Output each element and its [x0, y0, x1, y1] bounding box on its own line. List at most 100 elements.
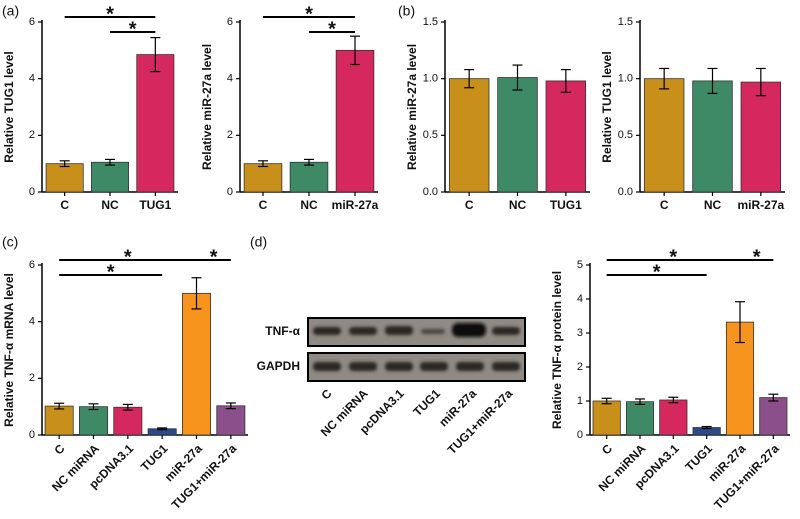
y-tick-label: 1.0	[423, 73, 438, 85]
x-tick-label: NC	[509, 198, 527, 212]
blot-lane-label: TUG1+miR-27a	[445, 386, 516, 457]
y-tick-label: 1.5	[423, 16, 438, 28]
error-bar	[304, 158, 314, 166]
x-tick-label: C	[465, 198, 474, 212]
bar	[44, 405, 74, 436]
error-bar	[191, 277, 202, 310]
error-bar	[157, 427, 168, 431]
bar	[113, 406, 143, 436]
bar	[448, 78, 490, 193]
x-tick-label: NC	[300, 198, 318, 212]
y-tick-label: 2	[29, 129, 35, 141]
error-bar	[560, 68, 571, 93]
bar	[625, 401, 655, 436]
panel-label: (b)	[398, 3, 415, 19]
y-tick-label: 4	[577, 293, 583, 305]
significance-star: *	[129, 18, 137, 40]
y-tick-label: 0	[227, 186, 233, 198]
y-axis-label: Relative TUG1 level	[2, 51, 16, 162]
significance-star: *	[653, 261, 661, 283]
x-tick-label: TUG1	[139, 198, 171, 212]
error-bar	[88, 403, 99, 411]
bar	[216, 405, 246, 436]
bar	[692, 80, 733, 193]
y-tick-label: 4	[227, 73, 233, 85]
bar	[592, 400, 621, 436]
bar	[79, 406, 108, 436]
y-tick-label: 2	[227, 129, 233, 141]
y-axis-label: Relative TNF-α mRNA level	[2, 273, 16, 427]
bar	[289, 161, 329, 193]
x-tick-label: miR-27a	[737, 198, 784, 212]
y-axis-label: Relative miR-27a level	[405, 44, 419, 170]
y-axis-label: Relative TNF-α protein level	[550, 271, 564, 429]
significance-star: *	[753, 246, 761, 268]
blot-bands	[313, 323, 520, 371]
y-tick-label: 1.0	[618, 73, 633, 85]
y-tick-label: 0.5	[423, 129, 438, 141]
y-tick-label: 5	[577, 259, 583, 271]
error-bar	[512, 64, 523, 91]
bar	[740, 81, 782, 193]
bar	[497, 77, 538, 193]
panel-label: (c)	[2, 234, 18, 250]
error-bar	[635, 398, 645, 405]
significance-star: *	[669, 246, 677, 268]
x-tick-label: C	[660, 198, 669, 212]
significance-star: *	[305, 3, 313, 25]
blot-row-label: GAPDH	[257, 359, 300, 373]
significance-star: *	[210, 246, 218, 268]
y-tick-label: 0	[577, 429, 583, 441]
y-tick-label: 0.0	[618, 186, 633, 198]
x-tick-label: TUG1	[138, 441, 171, 474]
significance-star: *	[328, 18, 336, 40]
y-tick-label: 1.5	[618, 16, 633, 28]
panel-label: (a)	[2, 3, 19, 19]
blot-lane-label: TUG1	[410, 386, 443, 419]
bar	[659, 399, 688, 436]
significance-star: *	[107, 261, 115, 283]
y-tick-label: 0.5	[618, 129, 633, 141]
y-tick-label: 2	[29, 372, 35, 384]
error-bar	[707, 67, 718, 95]
blot-lane-label: C	[318, 386, 334, 402]
error-bar	[59, 160, 70, 168]
x-tick-label: C	[599, 441, 615, 457]
y-tick-label: 3	[577, 327, 583, 339]
y-tick-label: 0	[29, 186, 35, 198]
error-bar	[225, 402, 236, 410]
blot-strip	[307, 352, 526, 382]
blot-strip	[307, 317, 526, 347]
x-tick-label: NC	[101, 198, 119, 212]
x-tick-label: C	[51, 441, 67, 457]
bar	[335, 49, 375, 193]
y-tick-label: 6	[29, 16, 35, 28]
error-bar	[54, 402, 65, 410]
y-axis-label: Relative miR-27a level	[200, 44, 214, 170]
error-bar	[701, 425, 712, 430]
bar	[545, 80, 587, 193]
bar	[136, 54, 175, 193]
error-bar	[755, 67, 766, 97]
error-bar	[768, 393, 779, 402]
bar	[643, 78, 685, 193]
y-tick-label: 2	[577, 361, 583, 373]
bar	[182, 292, 211, 436]
significance-star: *	[106, 3, 114, 25]
error-bar	[668, 396, 679, 404]
error-bar	[150, 36, 161, 73]
y-tick-label: 6	[227, 16, 233, 28]
panel-label: (d)	[250, 234, 267, 250]
error-bar	[105, 158, 115, 166]
x-tick-label: C	[259, 198, 268, 212]
y-tick-label: 6	[29, 259, 35, 271]
error-bar	[659, 67, 670, 90]
y-tick-label: 0	[29, 429, 35, 441]
bar	[759, 397, 788, 436]
y-tick-label: 0.0	[423, 186, 438, 198]
x-tick-label: NC	[704, 198, 722, 212]
error-bar	[464, 68, 475, 89]
error-bar	[350, 35, 360, 66]
error-bar	[601, 397, 612, 405]
